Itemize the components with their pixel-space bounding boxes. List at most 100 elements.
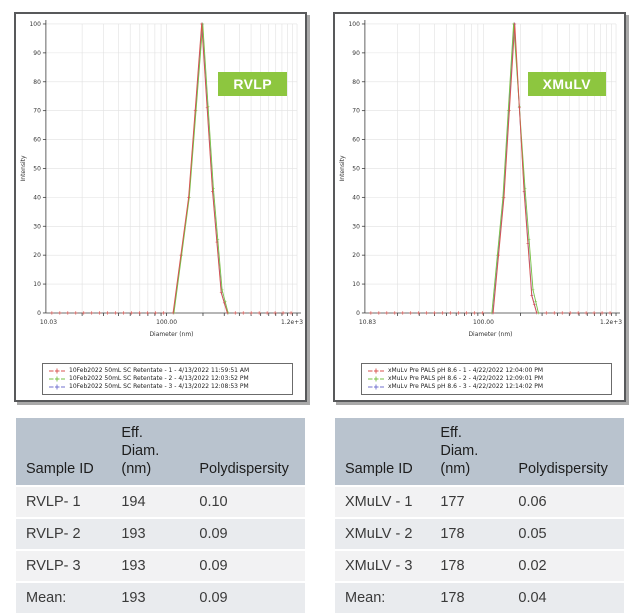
sample-id-cell: Mean: <box>16 581 112 613</box>
svg-text:10: 10 <box>33 281 41 288</box>
svg-text:10: 10 <box>352 281 360 288</box>
charts-row: 0 10 20 30 40 50 60 70 80 90 100 10.03 100.00 1.2e+3 D… <box>14 12 626 402</box>
column-header: Eff. Diam. (nm) <box>430 418 509 487</box>
table-row: RVLP- 1 194 0.10 <box>16 485 305 519</box>
svg-text:70: 70 <box>33 108 41 115</box>
table-row: XMuLV - 1 177 0.06 <box>335 485 624 519</box>
svg-text:80: 80 <box>352 79 360 86</box>
chart-panel-rvlp: 0 10 20 30 40 50 60 70 80 90 100 10.03 100.00 1.2e+3 D… <box>14 12 307 402</box>
svg-text:50: 50 <box>33 165 41 172</box>
svg-text:Intensity: Intensity <box>339 155 346 181</box>
badge-xmulv: XMuLV <box>527 72 606 96</box>
eff-diam-cell: 178 <box>430 581 509 613</box>
dls-chart-rvlp: 0 10 20 30 40 50 60 70 80 90 100 10.03 100.00 1.2e+3 D… <box>20 19 303 338</box>
svg-text:50: 50 <box>352 165 360 172</box>
svg-text:90: 90 <box>352 50 360 57</box>
sample-id-cell: XMuLV - 3 <box>335 549 431 583</box>
eff-diam-cell: 194 <box>111 485 190 519</box>
legend-line-marker-icon <box>49 368 65 374</box>
svg-text:1.2e+3: 1.2e+3 <box>600 319 622 326</box>
legend-entry-label: 10Feb2022 50mL SC Retentate - 3 - 4/13/2… <box>69 382 249 390</box>
sample-id-cell: RVLP- 3 <box>16 549 112 583</box>
table-row: Mean: 178 0.04 <box>335 581 624 613</box>
svg-text:90: 90 <box>33 50 41 57</box>
legend-line-marker-icon <box>49 376 65 382</box>
eff-diam-cell: 193 <box>111 517 190 551</box>
svg-text:20: 20 <box>352 252 360 259</box>
sample-id-cell: RVLP- 2 <box>16 517 112 551</box>
legend-entry-label: xMuLv Pre PALS pH 8.6 - 2 - 4/22/2022 12… <box>388 374 544 382</box>
svg-text:100.00: 100.00 <box>156 319 177 326</box>
svg-text:0: 0 <box>37 310 41 317</box>
svg-text:60: 60 <box>352 137 360 144</box>
column-header: Polydispersity <box>508 418 624 487</box>
svg-text:10.03: 10.03 <box>40 319 57 326</box>
badge-rvlp: RVLP <box>218 72 287 96</box>
svg-text:Intensity: Intensity <box>20 155 27 181</box>
legend-box-rvlp: 10Feb2022 50mL SC Retentate - 1 - 4/13/2… <box>42 362 293 395</box>
chart-panel-xmulv: 0 10 20 30 40 50 60 70 80 90 100 10.83 100.00 1.2e+3 D… <box>333 12 626 402</box>
svg-text:100: 100 <box>349 21 361 28</box>
svg-text:30: 30 <box>33 223 41 230</box>
table-row: XMuLV - 3 178 0.02 <box>335 549 624 583</box>
table-row: XMuLV - 2 178 0.05 <box>335 517 624 551</box>
svg-text:10.83: 10.83 <box>359 319 376 326</box>
legend-entry-label: 10Feb2022 50mL SC Retentate - 1 - 4/13/2… <box>69 366 250 374</box>
legend-entry-label: xMuLv Pre PALS pH 8.6 - 3 - 4/22/2022 12… <box>388 382 544 390</box>
eff-diam-cell: 177 <box>430 485 509 519</box>
legend-line-marker-icon <box>49 384 65 390</box>
svg-text:Diameter (nm): Diameter (nm) <box>468 331 512 338</box>
legend-line-marker-icon <box>368 384 384 390</box>
legend-item: xMuLv Pre PALS pH 8.6 - 1 - 4/22/2022 12… <box>368 367 605 375</box>
column-header: Eff. Diam. (nm) <box>111 418 190 487</box>
eff-diam-cell: 193 <box>111 581 190 613</box>
table-row: RVLP- 2 193 0.09 <box>16 517 305 551</box>
legend-line-marker-icon <box>368 376 384 382</box>
legend-entry-label: xMuLv Pre PALS pH 8.6 - 1 - 4/22/2022 12… <box>388 366 544 374</box>
eff-diam-cell: 178 <box>430 549 509 583</box>
dls-chart-xmulv: 0 10 20 30 40 50 60 70 80 90 100 10.83 100.00 1.2e+3 D… <box>339 19 622 338</box>
svg-text:60: 60 <box>33 137 41 144</box>
svg-text:40: 40 <box>352 194 360 201</box>
tables-row: Sample ID Eff. Diam. (nm) Polydispersity RV… <box>14 418 626 613</box>
svg-text:70: 70 <box>352 108 360 115</box>
sample-id-cell: RVLP- 1 <box>16 485 112 519</box>
polydispersity-cell: 0.04 <box>508 581 624 613</box>
sample-id-cell: XMuLV - 1 <box>335 485 431 519</box>
legend-item: 10Feb2022 50mL SC Retentate - 3 - 4/13/2… <box>49 383 286 391</box>
svg-text:30: 30 <box>352 223 360 230</box>
polydispersity-cell: 0.10 <box>189 485 305 519</box>
legend-item: xMuLv Pre PALS pH 8.6 - 3 - 4/22/2022 12… <box>368 383 605 391</box>
polydispersity-cell: 0.09 <box>189 581 305 613</box>
sample-id-cell: Mean: <box>335 581 431 613</box>
polydispersity-cell: 0.05 <box>508 517 624 551</box>
legend-box-xmulv: xMuLv Pre PALS pH 8.6 - 1 - 4/22/2022 12… <box>361 362 612 395</box>
table-row: Mean: 193 0.09 <box>16 581 305 613</box>
legend-item: 10Feb2022 50mL SC Retentate - 2 - 4/13/2… <box>49 375 286 383</box>
legend-entry-label: 10Feb2022 50mL SC Retentate - 2 - 4/13/2… <box>69 374 249 382</box>
column-header: Sample ID <box>335 418 431 487</box>
svg-text:80: 80 <box>33 79 41 86</box>
svg-text:1.2e+3: 1.2e+3 <box>281 319 303 326</box>
svg-text:100: 100 <box>30 21 42 28</box>
polydispersity-cell: 0.06 <box>508 485 624 519</box>
column-header: Sample ID <box>16 418 112 487</box>
table-header-row: Sample ID Eff. Diam. (nm) Polydispersity <box>335 418 624 487</box>
dls-figure-page: 0 10 20 30 40 50 60 70 80 90 100 10.03 100.00 1.2e+3 D… <box>14 12 626 613</box>
legend-line-marker-icon <box>368 368 384 374</box>
legend-item: xMuLv Pre PALS pH 8.6 - 2 - 4/22/2022 12… <box>368 375 605 383</box>
results-table-rvlp: Sample ID Eff. Diam. (nm) Polydispersity RV… <box>16 418 305 613</box>
svg-text:40: 40 <box>33 194 41 201</box>
polydispersity-cell: 0.09 <box>189 517 305 551</box>
svg-text:0: 0 <box>356 310 360 317</box>
svg-text:100.00: 100.00 <box>473 319 494 326</box>
legend-item: 10Feb2022 50mL SC Retentate - 1 - 4/13/2… <box>49 367 286 375</box>
svg-text:20: 20 <box>33 252 41 259</box>
eff-diam-cell: 178 <box>430 517 509 551</box>
results-table-xmulv: Sample ID Eff. Diam. (nm) Polydispersity XM… <box>335 418 624 613</box>
sample-id-cell: XMuLV - 2 <box>335 517 431 551</box>
polydispersity-cell: 0.02 <box>508 549 624 583</box>
column-header: Polydispersity <box>189 418 305 487</box>
table-header-row: Sample ID Eff. Diam. (nm) Polydispersity <box>16 418 305 487</box>
svg-text:Diameter (nm): Diameter (nm) <box>149 331 193 338</box>
